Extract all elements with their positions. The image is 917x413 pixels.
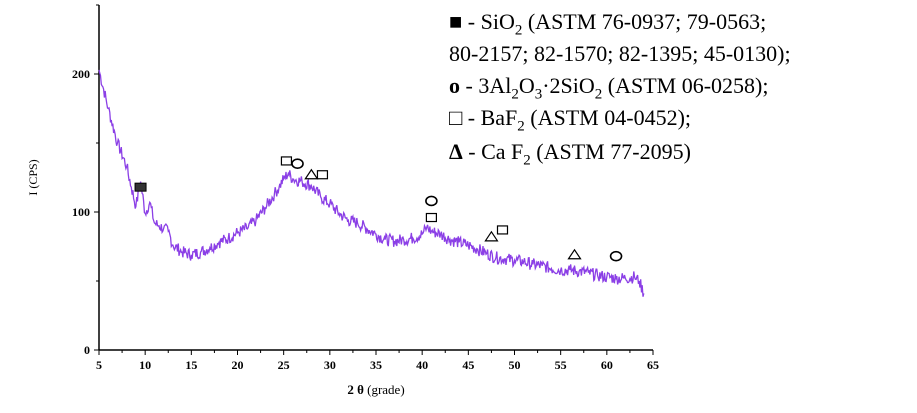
marker-baf2 [280, 156, 293, 166]
x-axis-label-unit: (grade) [367, 382, 405, 397]
marker-mullite [609, 250, 623, 262]
xrd-pattern-line [98, 69, 645, 297]
marker-caf2 [304, 168, 319, 180]
legend-text: (ASTM 06-0258); [602, 73, 769, 98]
legend-subscript: 2 [511, 86, 519, 103]
legend-text: (ASTM 04-0452); [524, 105, 692, 130]
legend-text: ·2SiO [542, 73, 595, 98]
legend-text: - Ca F [462, 139, 524, 164]
legend-text: - 3Al [460, 73, 512, 98]
x-tick-label: 65 [647, 358, 659, 372]
legend-symbol-square: □ [449, 105, 463, 130]
x-tick-label: 45 [462, 358, 474, 372]
marker-caf2 [567, 248, 582, 260]
marker-baf2 [425, 212, 437, 223]
x-tick-label: 55 [555, 358, 567, 372]
legend-line-caf2: Δ - Ca F2 (ASTM 77-2095) [449, 138, 691, 169]
legend-subscript: 3 [534, 86, 543, 103]
legend-symbol-circle: o [449, 73, 460, 98]
x-axis-label-symbol: 2 θ [347, 382, 367, 397]
x-axis-label: 2 θ (grade) [347, 382, 404, 397]
legend-subscript: 2 [594, 86, 603, 103]
x-tick-label: 50 [509, 358, 521, 372]
x-tick-label: 35 [370, 358, 382, 372]
ticks: 5 10 15 20 25 30 35 40 45 50 55 60 65 0 100 200 [72, 4, 659, 372]
legend-line-baf2: □ - BaF2 (ASTM 04-0452); [449, 104, 692, 135]
legend-subscript: 2 [523, 152, 531, 169]
legend-text: (ASTM 76-0937; 79-0563; [522, 9, 767, 34]
legend-subscript: 2 [514, 22, 523, 39]
legend-text: O [518, 73, 535, 98]
legend-text: 80-2157; 82-1570; 82-1395; 45-0130); [449, 41, 791, 66]
x-tick-label: 25 [278, 358, 290, 372]
legend-line-mullite: o - 3Al2O3·2SiO2 (ASTM 06-0258); [449, 72, 769, 103]
x-tick-label: 40 [416, 358, 428, 372]
y-axis-label: I (CPS) [26, 159, 40, 195]
axis-labels: I (CPS) 2 θ (grade) [26, 159, 405, 397]
y-tick-label: 200 [72, 67, 90, 81]
marker-baf2 [316, 170, 329, 180]
x-tick-label: 20 [232, 358, 244, 372]
x-tick-label: 60 [601, 358, 613, 372]
x-tick-label: 30 [324, 358, 336, 372]
marker-mullite [425, 195, 438, 207]
legend-text: (ASTM 77-2095) [530, 139, 691, 164]
legend-line-sio2: ■ - SiO2 (ASTM 76-0937; 79-0563; [449, 8, 767, 39]
legend-symbol-filled-square: ■ [449, 9, 463, 34]
y-tick-label: 0 [84, 343, 90, 357]
y-tick-label: 100 [72, 205, 90, 219]
series [98, 69, 645, 297]
marker-baf2 [496, 225, 509, 235]
x-tick-label: 5 [96, 358, 102, 372]
x-tick-label: 10 [139, 358, 151, 372]
legend-line-sio2-cont: 80-2157; 82-1570; 82-1395; 45-0130); [449, 40, 791, 67]
legend-subscript: 2 [517, 118, 525, 135]
marker-sio2 [134, 182, 147, 192]
legend-text: - SiO [462, 9, 515, 34]
legend-text: - BaF [462, 105, 518, 130]
marker-caf2 [484, 230, 499, 242]
marker-mullite [291, 158, 304, 169]
x-tick-label: 15 [185, 358, 197, 372]
legend-symbol-triangle: Δ [449, 139, 463, 164]
phase-markers [134, 156, 623, 262]
